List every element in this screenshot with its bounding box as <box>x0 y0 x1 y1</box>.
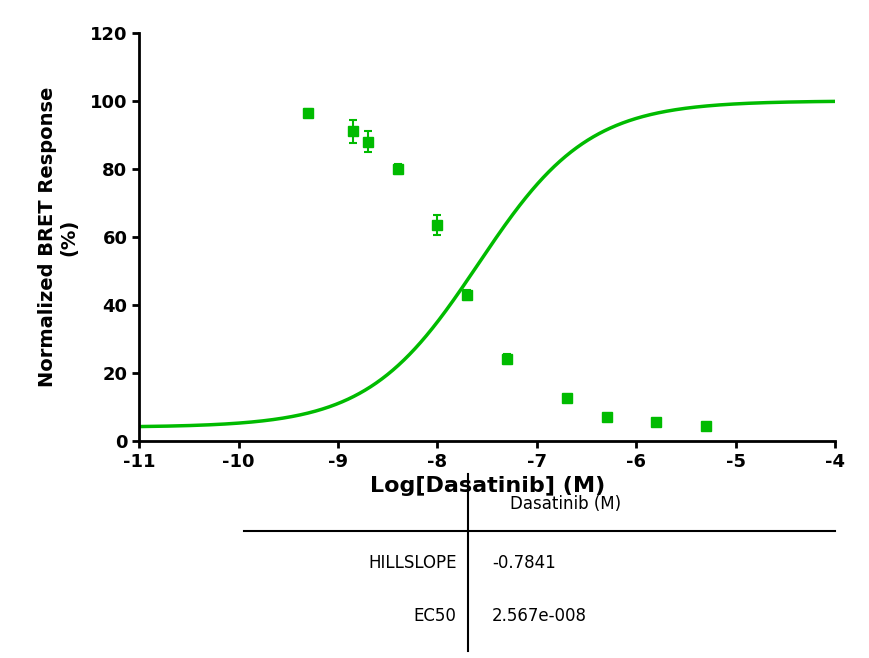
X-axis label: Log[Dasatinib] (M): Log[Dasatinib] (M) <box>369 476 604 496</box>
Text: HILLSLOPE: HILLSLOPE <box>368 553 456 572</box>
Text: 2.567e-008: 2.567e-008 <box>492 607 587 625</box>
Text: Dasatinib (M): Dasatinib (M) <box>509 495 620 513</box>
Y-axis label: Normalized BRET Response
(%): Normalized BRET Response (%) <box>37 87 79 387</box>
Text: -0.7841: -0.7841 <box>492 553 555 572</box>
Text: EC50: EC50 <box>414 607 456 625</box>
